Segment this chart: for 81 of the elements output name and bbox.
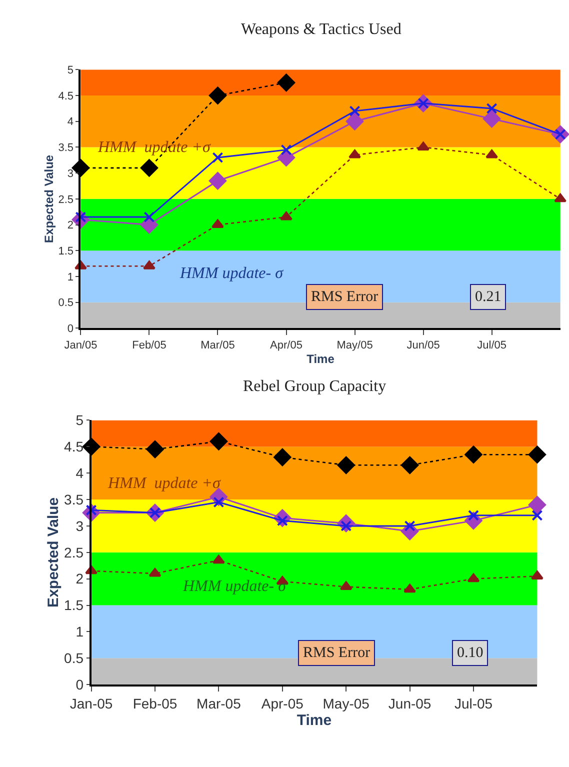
chart-title: Rebel Group Capacity xyxy=(243,378,386,395)
x-tick-label: Jul-05 xyxy=(454,695,493,712)
point xyxy=(277,74,296,92)
point xyxy=(349,106,360,117)
annotation: 0.21 xyxy=(475,289,502,305)
point xyxy=(208,172,227,190)
y-tick-label: 0.5 xyxy=(58,297,74,310)
y-tick-label: 5 xyxy=(76,412,84,428)
point xyxy=(212,219,224,228)
y-tick-label: 2.5 xyxy=(58,194,74,206)
point xyxy=(274,448,292,466)
x-tick-label: Apr/05 xyxy=(270,339,302,352)
y-tick-label: 2.5 xyxy=(64,544,84,560)
point xyxy=(486,102,498,114)
point xyxy=(528,446,546,464)
y-tick-label: 5 xyxy=(67,64,74,77)
point xyxy=(212,554,225,564)
point xyxy=(531,570,544,580)
point xyxy=(348,149,361,158)
x-tick-label: Jan-05 xyxy=(70,695,113,712)
point xyxy=(532,510,543,521)
point xyxy=(404,584,416,593)
y-tick-label: 4.5 xyxy=(64,438,84,455)
x-tick-label: Feb/05 xyxy=(132,339,166,352)
point xyxy=(144,212,155,223)
y-tick-label: 0 xyxy=(67,323,74,336)
y-tick-label: 1.5 xyxy=(58,245,74,258)
annotation: HMM update- σ xyxy=(179,265,284,282)
point xyxy=(143,260,156,270)
annotation: RMS Error xyxy=(311,289,378,305)
point xyxy=(146,440,164,458)
y-tick-label: 3 xyxy=(76,518,84,534)
point xyxy=(486,149,498,158)
x-tick-label: Jun/05 xyxy=(406,339,440,352)
y-tick-label: 1.5 xyxy=(64,597,84,614)
x-tick-label: May-05 xyxy=(322,695,370,712)
x-tick-label: Feb-05 xyxy=(132,695,178,712)
annotation: HMM update +σ xyxy=(107,475,222,492)
y-tick-label: 0.5 xyxy=(64,650,84,666)
x-tick-label: Mar-05 xyxy=(196,695,242,712)
chart-title: Weapons & Tactics Used xyxy=(241,21,402,38)
point xyxy=(483,110,501,128)
y-tick-label: 4.5 xyxy=(58,90,74,102)
x-tick-label: Apr-05 xyxy=(261,695,304,712)
y-tick-label: 0 xyxy=(76,676,84,692)
y-tick-label: 3.5 xyxy=(58,142,74,154)
y-tick-label: 2 xyxy=(67,220,74,232)
point xyxy=(340,581,352,590)
x-axis-title: Time xyxy=(306,352,335,366)
point xyxy=(337,456,355,474)
x-tick-label: Jun-05 xyxy=(388,695,432,712)
point xyxy=(346,112,364,130)
y-tick-label: 1 xyxy=(67,271,74,284)
point xyxy=(528,496,546,514)
annotation: RMS Error xyxy=(303,645,370,661)
x-tick-label: Jan/05 xyxy=(64,339,98,352)
point xyxy=(140,159,158,177)
point xyxy=(464,446,482,464)
y-axis-title: Expected Value xyxy=(44,497,62,608)
y-tick-label: 1 xyxy=(76,624,84,640)
y-tick-label: 2 xyxy=(76,570,84,587)
point xyxy=(212,152,224,164)
point xyxy=(280,212,292,220)
x-tick-label: Jul/05 xyxy=(477,339,506,352)
point xyxy=(417,142,430,150)
point xyxy=(208,86,227,104)
annotation: 0.10 xyxy=(457,645,484,661)
y-tick-label: 4 xyxy=(76,464,84,481)
point xyxy=(401,456,419,474)
point xyxy=(280,144,292,156)
y-axis-title: Expected Value xyxy=(42,154,56,243)
x-tick-label: May/05 xyxy=(336,339,373,352)
y-tick-label: 3.5 xyxy=(64,491,84,508)
x-tick-label: Mar/05 xyxy=(200,339,235,352)
x-axis-title: Time xyxy=(296,712,332,729)
point xyxy=(210,432,228,450)
y-tick-label: 3 xyxy=(67,168,74,180)
point xyxy=(554,193,567,202)
y-tick-label: 4 xyxy=(67,116,74,128)
point xyxy=(467,573,480,582)
annotation: HMM update +σ xyxy=(97,139,212,156)
